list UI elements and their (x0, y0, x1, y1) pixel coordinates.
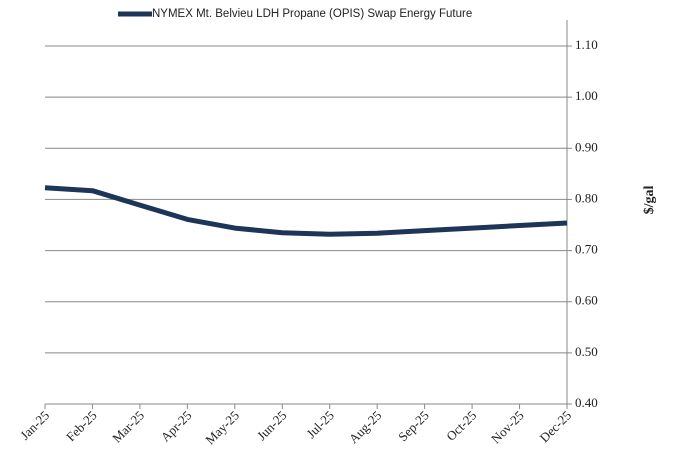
series-line (44, 185, 568, 237)
legend-label: NYMEX Mt. Belvieu LDH Propane (OPIS) Swa… (152, 8, 472, 20)
x-tick-label: Jun-25 (254, 408, 290, 444)
x-tick-label: Jan-25 (17, 408, 52, 443)
x-tick-label: Dec-25 (537, 408, 575, 446)
y-tick-label: 0.70 (575, 242, 598, 257)
x-tick-label: Aug-25 (346, 408, 385, 447)
x-tick-label: Apr-25 (158, 408, 195, 445)
x-tick-label: Mar-25 (109, 408, 147, 446)
y-tick-label: 1.00 (575, 88, 598, 103)
y-axis-title: $/gal (642, 186, 657, 215)
y-tick-label: 1.10 (575, 37, 598, 52)
x-tick-label: Sep-25 (395, 408, 432, 445)
x-tick-label: Feb-25 (63, 408, 100, 445)
y-tick-label: 0.80 (575, 190, 598, 205)
x-tick-label: Jul-25 (303, 408, 337, 442)
y-tick-label: 0.90 (575, 139, 598, 154)
y-tick-label: 0.40 (575, 395, 598, 410)
y-tick-label: 0.50 (575, 344, 598, 359)
y-tick-label: 0.60 (575, 293, 598, 308)
x-tick-label: May-25 (202, 408, 242, 448)
x-tick-label: Oct-25 (443, 408, 479, 444)
x-tick-label: Nov-25 (488, 408, 527, 447)
